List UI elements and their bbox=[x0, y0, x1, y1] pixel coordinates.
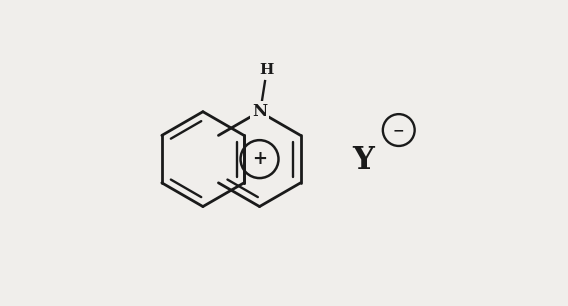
Text: −: − bbox=[393, 123, 404, 137]
Text: H: H bbox=[259, 63, 273, 77]
Text: Y: Y bbox=[353, 145, 374, 176]
Text: N: N bbox=[252, 103, 267, 120]
Text: +: + bbox=[252, 150, 267, 168]
